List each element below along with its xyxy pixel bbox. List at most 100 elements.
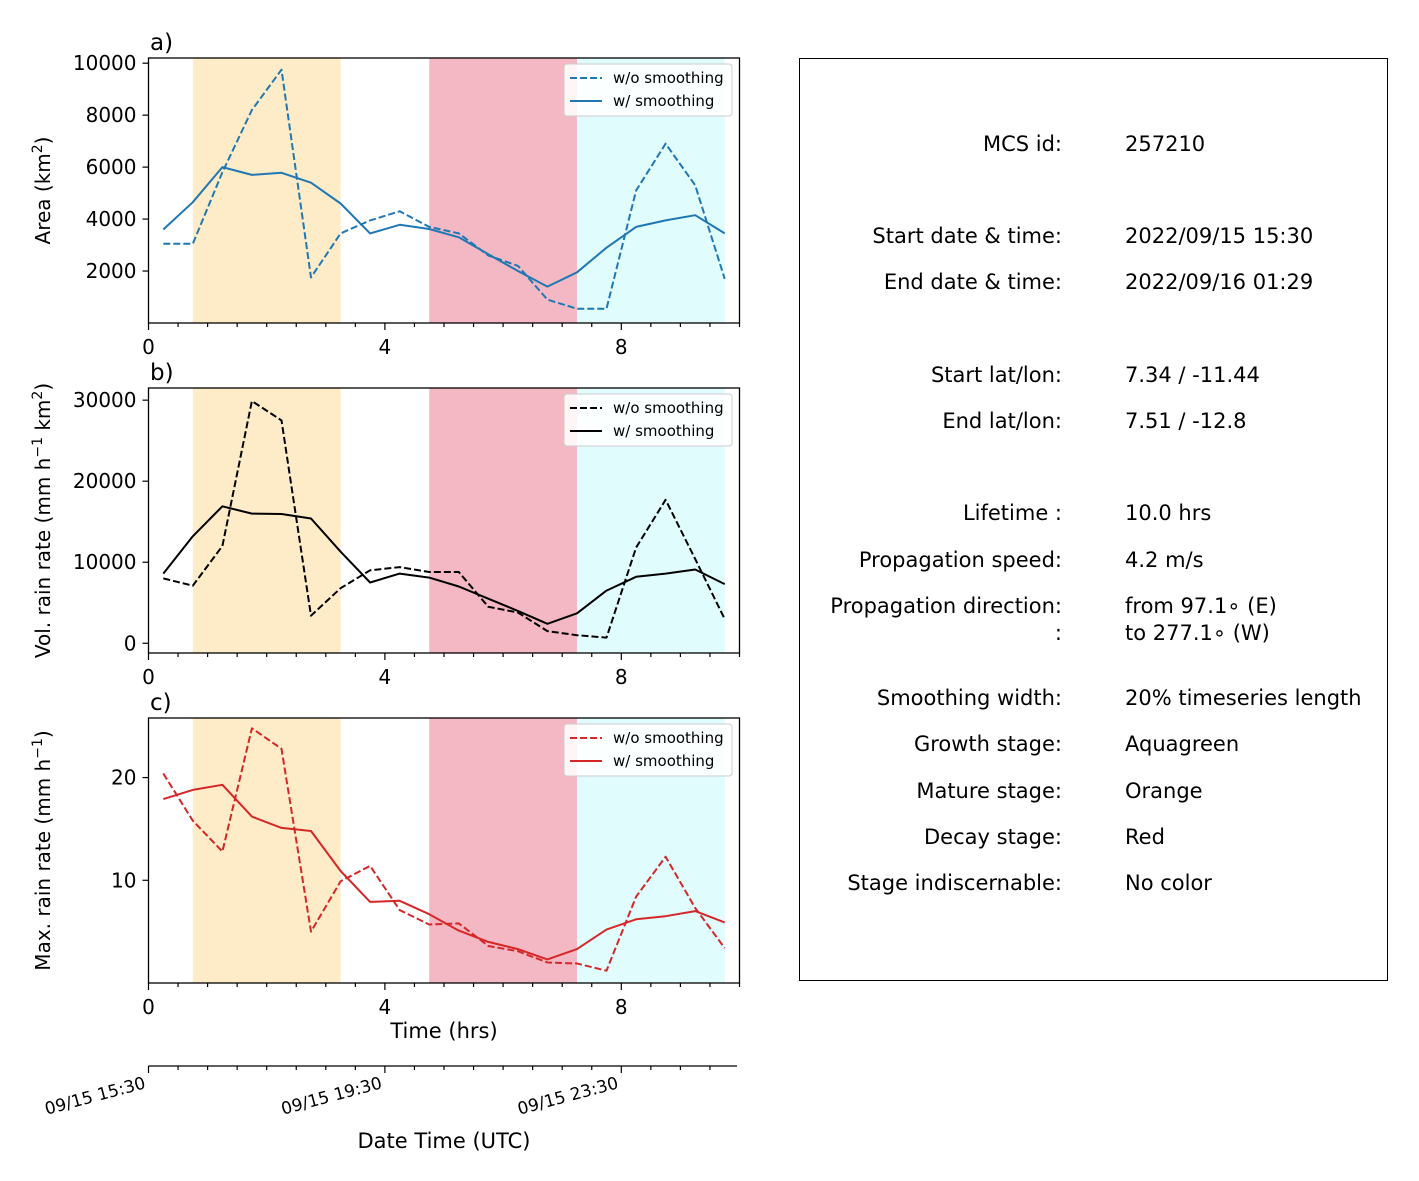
legend-box xyxy=(563,723,733,777)
legend: w/o smoothing w/ smoothing xyxy=(563,63,733,117)
info-label: End lat/lon: xyxy=(942,409,1062,433)
series-line-with-smoothing xyxy=(162,505,726,625)
info-label: Lifetime : xyxy=(962,501,1062,525)
info-label: End date & time: xyxy=(883,270,1062,294)
y-axis-label-part: Area (km xyxy=(31,153,55,244)
stage-band-orange xyxy=(192,58,341,323)
x-tick-label: 8 xyxy=(615,995,628,1019)
info-label: Mature stage: xyxy=(916,779,1062,803)
stage-band-red xyxy=(429,388,577,653)
info-value: 257210 xyxy=(1125,132,1206,156)
info-label: Propagation direction: xyxy=(830,594,1062,618)
chart-panel-c: 10 20 0 4 8 c) Max. rain rate (mm h−1) Time (hr… xyxy=(30,690,741,1043)
x-tick-label: 8 xyxy=(615,665,628,689)
info-value: Aquagreen xyxy=(1125,732,1240,756)
info-label: Stage indiscernable: xyxy=(847,871,1062,895)
legend-entry: w/ smoothing xyxy=(613,752,714,770)
y-tick-label: 2000 xyxy=(86,259,137,283)
y-tick-label: 30000 xyxy=(73,388,137,412)
legend-entry: w/o smoothing xyxy=(613,399,724,417)
x-axis-label: Time (hrs) xyxy=(389,1019,497,1043)
y-tick-label: 10 xyxy=(111,868,136,892)
datetime-tick-label: 09/15 23:30 xyxy=(516,1074,621,1120)
y-axis-label-part: 2 xyxy=(30,144,46,153)
y-axis-label-part: km xyxy=(31,400,55,437)
panel-label: a) xyxy=(150,30,173,56)
datetime-axis-label: Date Time (UTC) xyxy=(358,1129,531,1153)
info-value: 2022/09/16 01:29 xyxy=(1125,270,1314,294)
info-value: 20% timeseries length xyxy=(1125,686,1362,710)
y-axis-label: Area (km2) xyxy=(30,137,55,245)
y-axis-label-part: −1 xyxy=(30,437,46,458)
x-tick-label: 0 xyxy=(142,995,155,1019)
info-label: Start date & time: xyxy=(872,224,1062,248)
legend: w/o smoothing w/ smoothing xyxy=(563,723,733,777)
y-axis-label: Max. rain rate (mm h−1) xyxy=(30,730,55,970)
y-tick-label: 6000 xyxy=(86,155,137,179)
legend: w/o smoothing w/ smoothing xyxy=(563,393,733,447)
y-tick-label: 8000 xyxy=(86,103,137,127)
info-label: Smoothing width: xyxy=(876,686,1062,710)
y-axis-label-part: ) xyxy=(31,137,55,145)
info-value: from 97.1∘ (E) xyxy=(1125,594,1277,618)
chart-panel-a: 2000 4000 6000 8000 10000 0 4 8 a) Area (km2) w/o … xyxy=(30,30,741,359)
info-value: No color xyxy=(1125,871,1212,895)
datetime-tick-label: 09/15 15:30 xyxy=(43,1074,148,1120)
info-value: 2022/09/15 15:30 xyxy=(1125,224,1314,248)
x-tick-label: 0 xyxy=(142,335,155,359)
legend-entry: w/o smoothing xyxy=(613,69,724,87)
stage-band-orange xyxy=(192,388,341,653)
datetime-axis: 09/15 15:30 09/15 19:30 09/15 23:30 Date Ti… xyxy=(43,1065,737,1153)
info-label: Propagation speed: xyxy=(858,548,1062,572)
legend-box xyxy=(563,63,733,117)
info-value: 10.0 hrs xyxy=(1125,501,1212,525)
series-line-without-smoothing xyxy=(163,68,726,310)
panel-label: c) xyxy=(150,690,172,716)
info-value: 7.51 / -12.8 xyxy=(1125,409,1247,433)
series-line-without-smoothing xyxy=(163,400,726,639)
info-label: Start lat/lon: xyxy=(930,363,1062,387)
series-line-without-smoothing xyxy=(162,727,726,972)
y-tick-label: 10000 xyxy=(73,550,137,574)
x-tick-label: 0 xyxy=(142,665,155,689)
x-tick-label: 4 xyxy=(379,995,392,1019)
x-tick-label: 4 xyxy=(379,665,392,689)
legend-entry: w/ smoothing xyxy=(613,92,714,110)
series-line-with-smoothing xyxy=(162,166,726,288)
info-label: MCS id: xyxy=(982,132,1062,156)
info-label: Growth stage: xyxy=(913,732,1062,756)
y-tick-label: 10000 xyxy=(73,51,137,75)
y-axis-label-part: ) xyxy=(31,383,55,391)
stage-band-red xyxy=(429,718,577,983)
series-line-with-smoothing xyxy=(163,783,726,961)
info-value: 7.34 / -11.44 xyxy=(1125,363,1260,387)
y-axis-label-part: Max. rain rate (mm h xyxy=(31,759,55,971)
y-axis-label-part: −1 xyxy=(30,738,46,759)
datetime-tick-label: 09/15 19:30 xyxy=(279,1074,384,1120)
info-value: to 277.1∘ (W) xyxy=(1125,621,1270,645)
legend-box xyxy=(563,393,733,447)
x-tick-label: 8 xyxy=(615,335,628,359)
chart-panel-b: 0 10000 20000 30000 0 4 8 b) Vol. rain rate (mm … xyxy=(30,360,741,689)
info-label: Decay stage: xyxy=(924,825,1062,849)
y-axis-label-part: Vol. rain rate (mm h xyxy=(31,458,55,659)
info-panel: MCS id: 257210 Start date & time: 2022/09/1… xyxy=(799,58,1388,981)
y-tick-label: 20000 xyxy=(73,469,137,493)
stage-band-red xyxy=(429,58,577,323)
x-tick-label: 4 xyxy=(379,335,392,359)
y-axis-label-part: ) xyxy=(31,730,55,738)
y-tick-label: 20 xyxy=(111,766,136,790)
info-value: 4.2 m/s xyxy=(1125,548,1204,572)
y-axis-label: Vol. rain rate (mm h−1 km2) xyxy=(30,383,55,658)
panel-label: b) xyxy=(150,360,174,386)
legend-entry: w/o smoothing xyxy=(613,729,724,747)
info-label: : xyxy=(1054,621,1062,645)
y-tick-label: 0 xyxy=(124,631,137,655)
info-value: Orange xyxy=(1125,779,1203,803)
info-value: Red xyxy=(1125,825,1165,849)
legend-entry: w/ smoothing xyxy=(613,422,714,440)
y-axis-label-part: 2 xyxy=(30,391,46,400)
y-tick-label: 4000 xyxy=(86,207,137,231)
stage-band-orange xyxy=(192,718,341,983)
